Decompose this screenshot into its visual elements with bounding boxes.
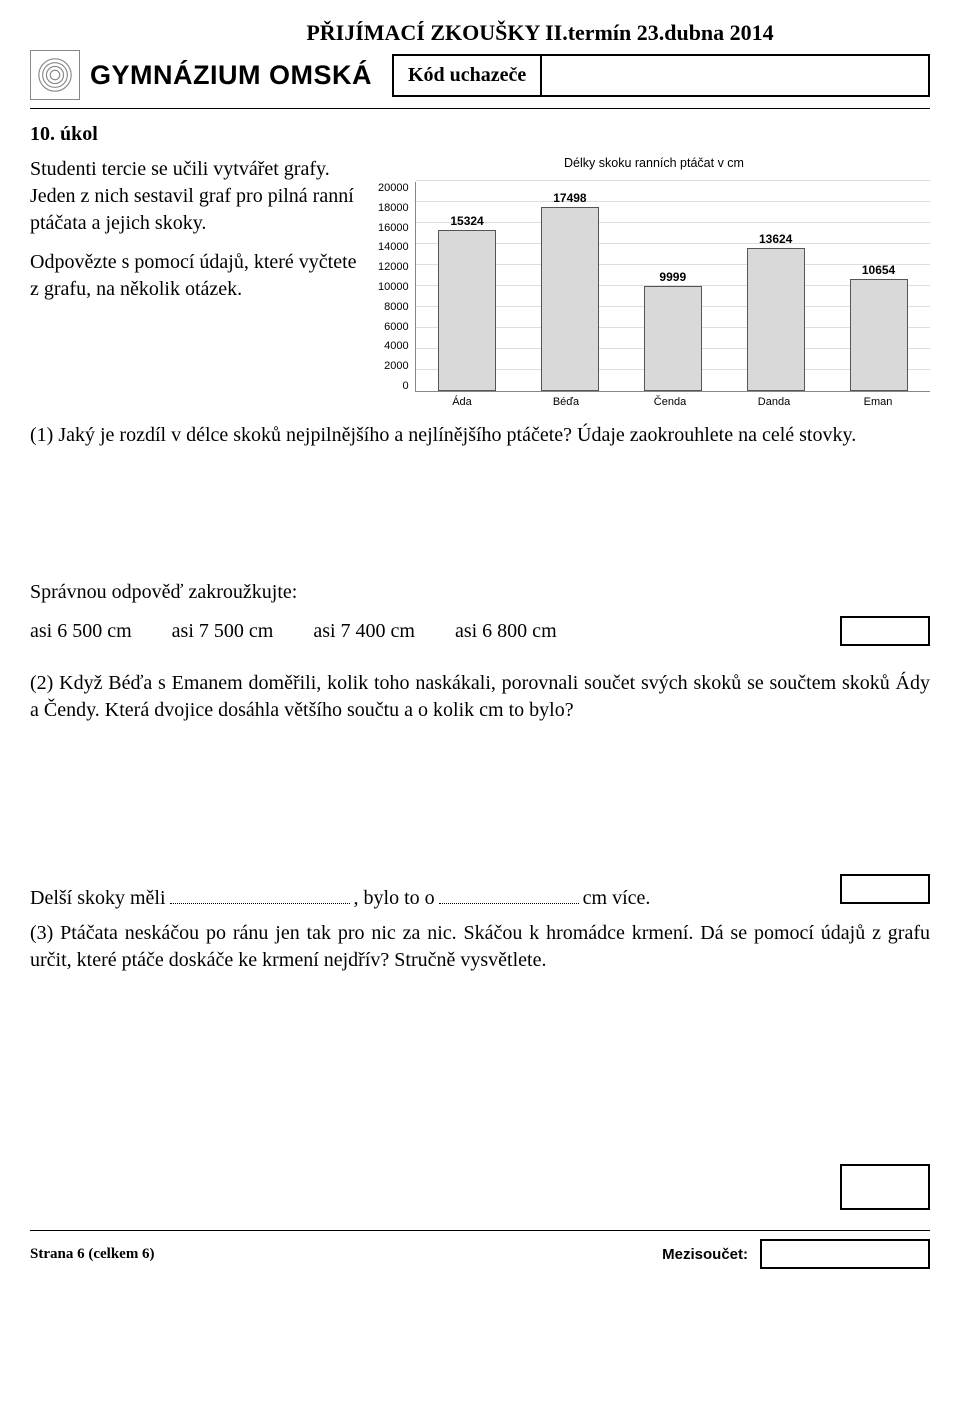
intro-p1: Studenti tercie se učili vytvářet grafy.… (30, 156, 360, 237)
score-box-3[interactable] (840, 1164, 930, 1210)
chart-bar-value: 9999 (659, 270, 686, 284)
chart-ytick: 16000 (378, 222, 409, 234)
chart-ytick: 18000 (378, 202, 409, 214)
mc-option[interactable]: asi 7 500 cm (172, 620, 274, 643)
question-2: (2) Když Béďa s Emanem doměřili, kolik t… (30, 670, 930, 724)
footer-page: Strana 6 (celkem 6) (30, 1246, 155, 1263)
chart-bar-group: 17498 (540, 191, 600, 391)
chart-bar (644, 286, 702, 391)
chart-xlabel: Áda (432, 396, 492, 408)
chart-bar-group: 9999 (643, 270, 703, 391)
chart-ytick: 2000 (384, 360, 408, 372)
chart-xlabel: Čenda (640, 396, 700, 408)
chart-ytick: 8000 (384, 301, 408, 313)
fill-c: cm více. (583, 887, 651, 910)
school-name: GYMNÁZIUM OMSKÁ (90, 60, 372, 91)
mc-options: asi 6 500 cm asi 7 500 cm asi 7 400 cm a… (30, 616, 930, 646)
intro-text: Studenti tercie se učili vytvářet grafy.… (30, 156, 360, 315)
mc-prompt: Správnou odpověď zakroužkujte: (30, 579, 930, 606)
mc-option[interactable]: asi 6 500 cm (30, 620, 132, 643)
chart-bar-group: 15324 (437, 214, 497, 391)
chart-bar (850, 279, 908, 391)
chart-bar-value: 17498 (553, 191, 586, 205)
chart-ytick: 4000 (384, 340, 408, 352)
question-3: (3) Ptáčata neskáčou po ránu jen tak pro… (30, 920, 930, 974)
chart-bar-value: 15324 (450, 214, 483, 228)
fill-blank-1[interactable] (170, 884, 350, 904)
intro-p2: Odpovězte s pomocí údajů, které vyčtete … (30, 249, 360, 303)
mc-option[interactable]: asi 7 400 cm (313, 620, 415, 643)
fill-a: Delší skoky měli (30, 887, 166, 910)
chart-ytick: 14000 (378, 241, 409, 253)
exam-header: PŘIJÍMACÍ ZKOUŠKY II.termín 23.dubna 201… (150, 20, 930, 46)
footer-subtotal-box[interactable] (760, 1239, 930, 1269)
chart-x-labels: Áda Béďa Čenda Danda Eman (410, 396, 930, 408)
task-number: 10. úkol (30, 123, 930, 146)
fill-in-line: Delší skoky měli , bylo to o cm více. (30, 874, 930, 910)
chart-ytick: 0 (402, 380, 408, 392)
footer-subtotal-label: Mezisoučet: (662, 1246, 748, 1263)
chart-xlabel: Danda (744, 396, 804, 408)
chart-bar (747, 248, 805, 391)
fill-blank-2[interactable] (439, 884, 579, 904)
chart-y-axis: 2000018000160001400012000100008000600040… (378, 182, 415, 392)
chart-bar-value: 13624 (759, 232, 792, 246)
chart-plot: 15324 17498 9999 13624 10654 (415, 182, 930, 392)
question-1: (1) Jaký je rozdíl v délce skoků nejpiln… (30, 422, 930, 449)
chart-bar-value: 10654 (862, 263, 895, 277)
chart-ytick: 20000 (378, 182, 409, 194)
fill-b: , bylo to o (354, 887, 435, 910)
mc-option[interactable]: asi 6 800 cm (455, 620, 557, 643)
chart-ytick: 10000 (378, 281, 409, 293)
bar-chart: Délky skoku ranních ptáčat v cm 20000180… (378, 156, 930, 408)
chart-title: Délky skoku ranních ptáčat v cm (378, 156, 930, 170)
chart-ytick: 6000 (384, 321, 408, 333)
chart-bar-group: 10654 (849, 263, 909, 391)
school-logo (30, 50, 80, 100)
chart-xlabel: Béďa (536, 396, 596, 408)
score-box-1[interactable] (840, 616, 930, 646)
code-label: Kód uchazeče (392, 54, 542, 97)
score-box-2[interactable] (840, 874, 930, 904)
code-input-box[interactable] (542, 54, 930, 97)
page-footer: Strana 6 (celkem 6) Mezisoučet: (30, 1230, 930, 1269)
chart-ytick: 12000 (378, 261, 409, 273)
chart-bar-group: 13624 (746, 232, 806, 391)
chart-bar (541, 207, 599, 391)
chart-bar (438, 230, 496, 391)
chart-xlabel: Eman (848, 396, 908, 408)
header-rule (30, 108, 930, 109)
